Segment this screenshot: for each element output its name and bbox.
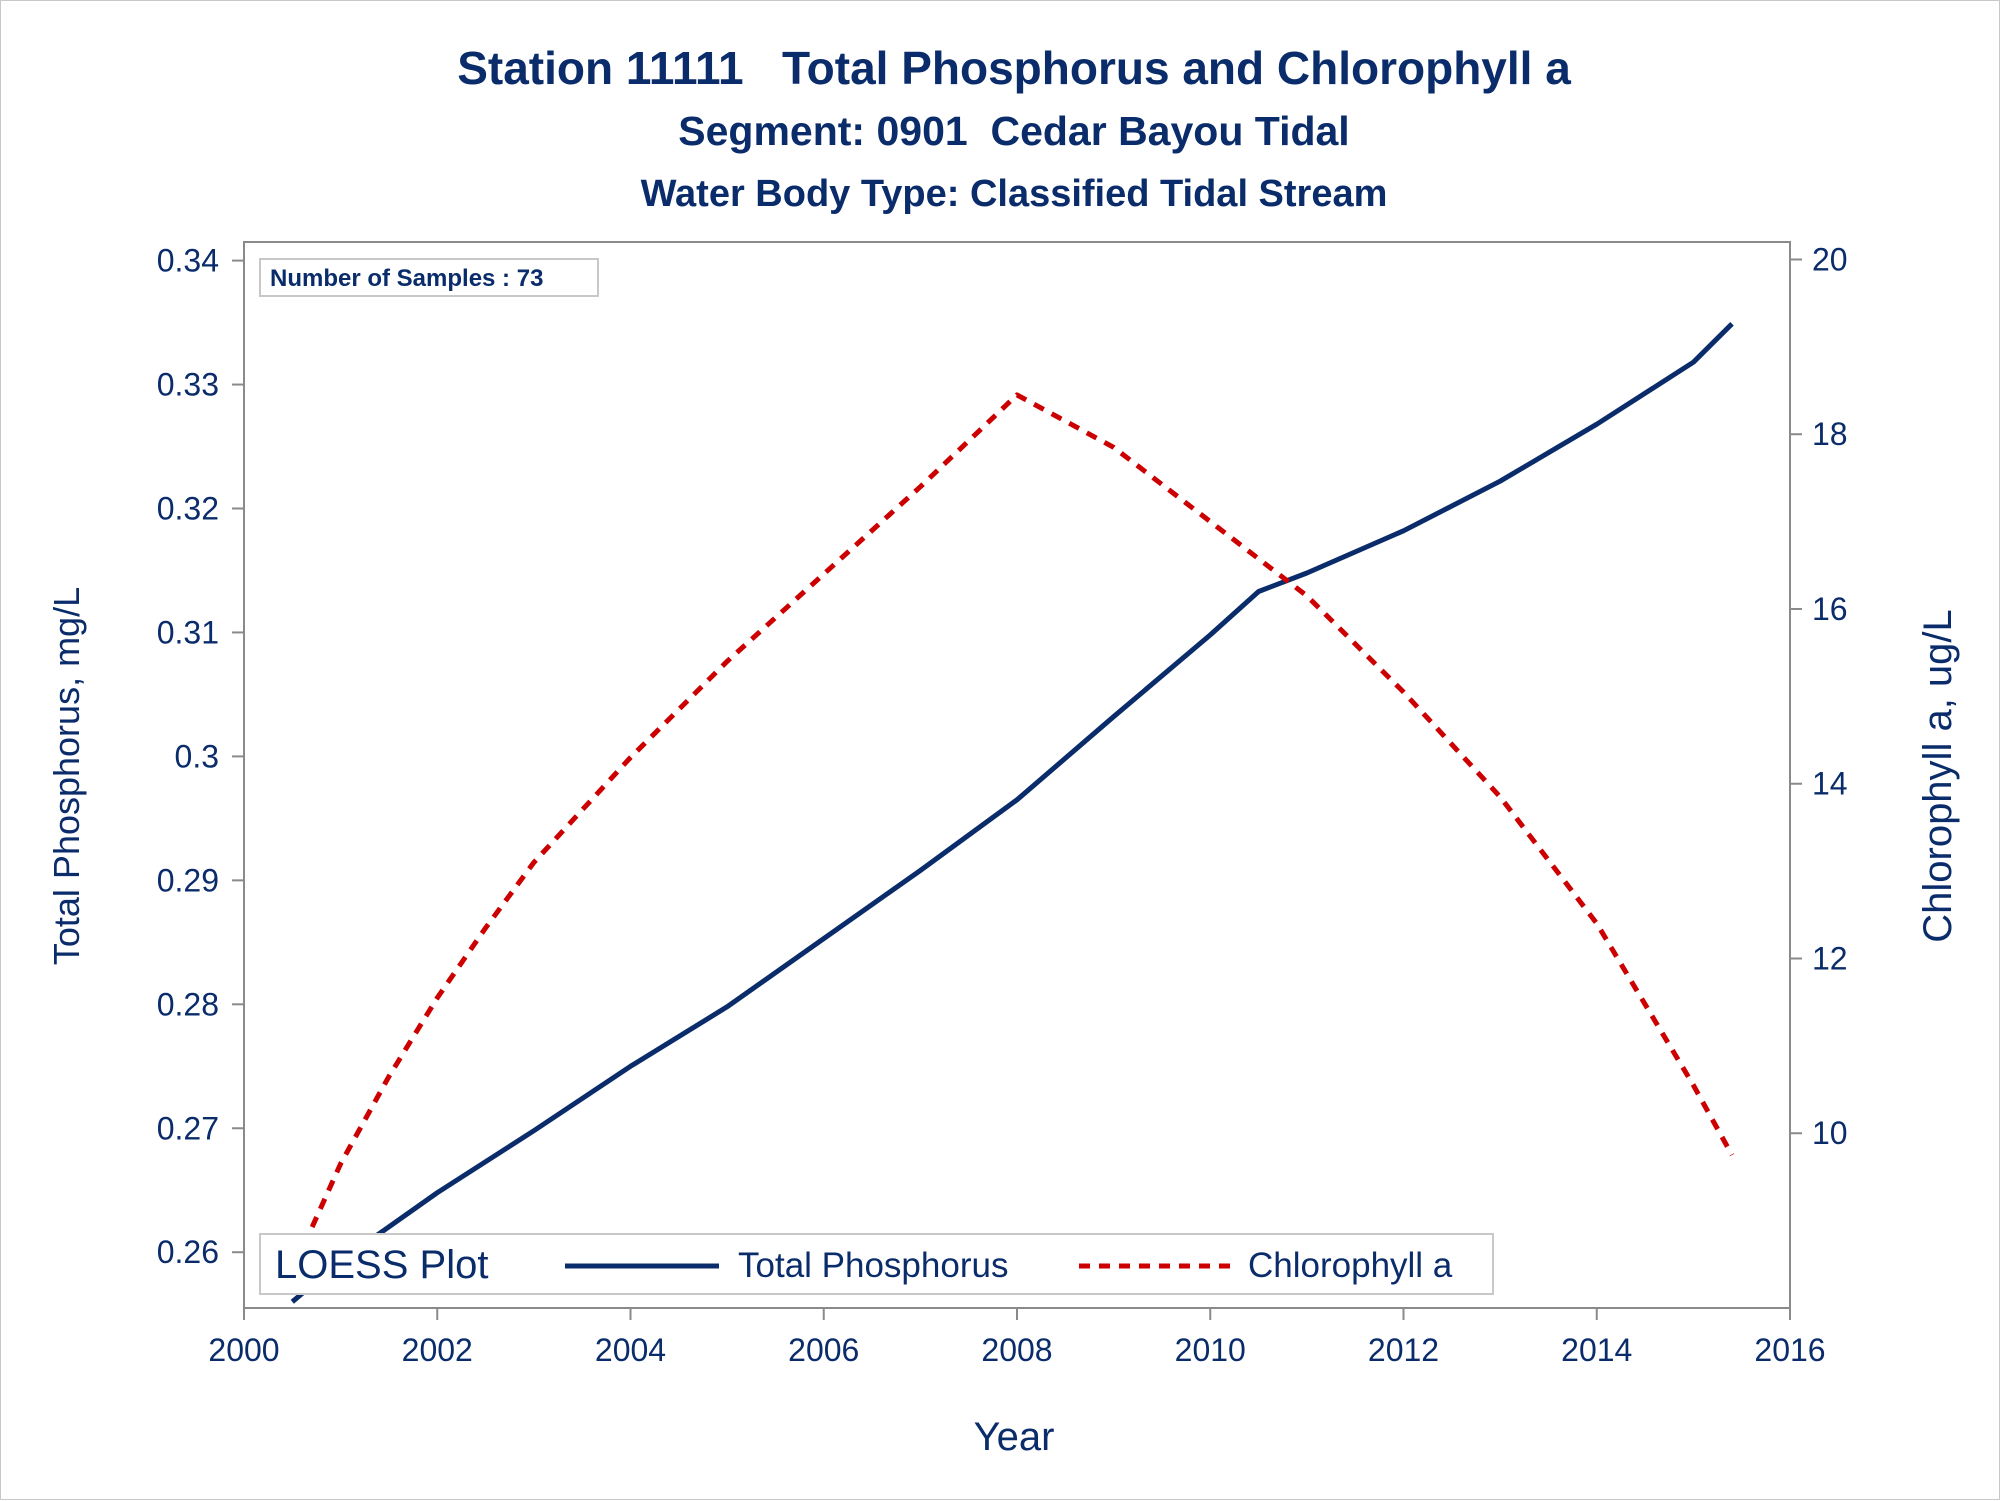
y-tick-label: 0.26	[157, 1234, 219, 1270]
y-tick-label: 0.28	[157, 986, 219, 1022]
y-axis-right: 10 12 14 16 18 20	[1790, 241, 1848, 1151]
x-tick-label: 2004	[595, 1332, 666, 1368]
x-tick-label: 2002	[402, 1332, 473, 1368]
series-layer	[285, 322, 1735, 1304]
y2-tick-label: 10	[1812, 1115, 1848, 1151]
x-tick-label: 2012	[1368, 1332, 1439, 1368]
chart-title: Station 11111 Total Phosphorus and Chlor…	[457, 42, 1571, 94]
y2-axis-label: Chlorophyll a, ug/L	[1916, 609, 1960, 943]
y2-tick-label: 18	[1812, 416, 1848, 452]
y-tick-label: 0.33	[157, 367, 219, 403]
y-tick-label: 0.32	[157, 491, 219, 527]
y-tick-label: 0.27	[157, 1110, 219, 1146]
legend-entry-chlorophyll-a: Chlorophyll a	[1248, 1246, 1453, 1285]
x-tick-label: 2000	[208, 1332, 279, 1368]
plot-area	[243, 241, 1791, 1309]
y2-tick-label: 14	[1812, 766, 1848, 802]
y-tick-label: 0.31	[157, 614, 219, 650]
x-axis: 2000 2002 2004 2006 2008 2010 2012 2014 2016	[208, 1308, 1826, 1368]
x-tick-label: 2016	[1754, 1332, 1825, 1368]
y-tick-label: 0.3	[175, 738, 219, 774]
x-tick-label: 2014	[1561, 1332, 1632, 1368]
x-tick-label: 2008	[981, 1332, 1052, 1368]
series-line-total-phosphorus	[290, 322, 1734, 1304]
y2-tick-label: 12	[1812, 940, 1848, 976]
x-axis-label: Year	[974, 1415, 1055, 1459]
legend-box	[259, 1233, 1494, 1295]
samples-annotation: Number of Samples : 73	[270, 265, 543, 292]
legend-title: LOESS Plot	[275, 1243, 488, 1287]
legend-entry-total-phosphorus: Total Phosphorus	[738, 1246, 1008, 1285]
x-tick-label: 2010	[1175, 1332, 1246, 1368]
y-tick-label: 0.34	[157, 243, 219, 279]
y2-tick-label: 20	[1812, 241, 1848, 277]
y2-tick-label: 16	[1812, 591, 1848, 627]
series-line-chlorophyll-a	[285, 392, 1735, 1283]
y-axis-label: Total Phosphorus, mg/L	[46, 587, 87, 965]
y-axis-left: 0.26 0.27 0.28 0.29 0.3 0.31 0.32 0.33 0.34	[157, 243, 244, 1270]
chart-subtitle-2: Water Body Type: Classified Tidal Stream	[641, 173, 1388, 215]
samples-annotation-box	[259, 258, 599, 297]
y-tick-label: 0.29	[157, 862, 219, 898]
legend: LOESS Plot Total Phosphorus Chlorophyll …	[259, 1233, 1494, 1295]
chart-subtitle: Segment: 0901 Cedar Bayou Tidal	[678, 108, 1349, 154]
x-tick-label: 2006	[788, 1332, 859, 1368]
